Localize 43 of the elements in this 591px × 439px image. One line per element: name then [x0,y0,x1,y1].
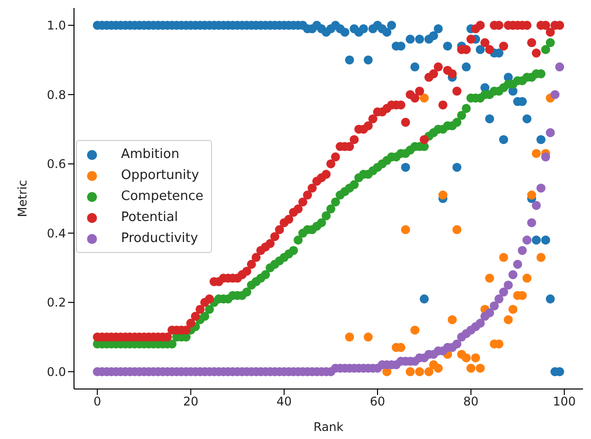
point [410,326,420,335]
point [536,252,546,262]
point [476,364,485,373]
y-tick-label: 0.0 [46,364,66,379]
point [401,225,410,234]
point [532,148,541,158]
y-tick-label: 0.2 [46,296,66,310]
y-tick-label: 1.0 [46,18,66,33]
legend-label: Competence [121,189,204,204]
y-tick-label: 0.4 [46,226,66,240]
point [499,252,508,262]
point [415,367,424,376]
point [508,304,518,314]
x-tick-label: 20 [183,394,198,409]
legend-label: Potential [121,210,178,225]
x-tick-label: 100 [552,394,576,409]
point [527,190,536,200]
point [462,353,471,362]
y-tick-label: 0.8 [46,88,66,102]
point [434,364,443,373]
point [522,274,532,283]
point [466,364,476,373]
point [485,274,494,283]
point [406,367,415,376]
x-axis-title: Rank [314,420,344,434]
x-tick-label: 80 [463,394,479,409]
point [452,225,462,234]
point [504,315,513,324]
point [471,353,480,362]
x-tick-label: 0 [94,394,102,409]
point [424,367,434,376]
point [448,315,457,324]
x-tick-label: 40 [276,394,292,409]
y-axis-title: Metric [15,180,30,218]
legend-label: Ambition [121,147,180,162]
point [438,190,448,200]
point [364,332,373,342]
legend-label: Opportunity [121,168,200,183]
point [420,94,429,103]
x-tick-label: 60 [370,394,386,409]
legend-label: Productivity [121,231,198,246]
point [345,332,354,342]
y-tick-label: 0.6 [46,157,66,172]
